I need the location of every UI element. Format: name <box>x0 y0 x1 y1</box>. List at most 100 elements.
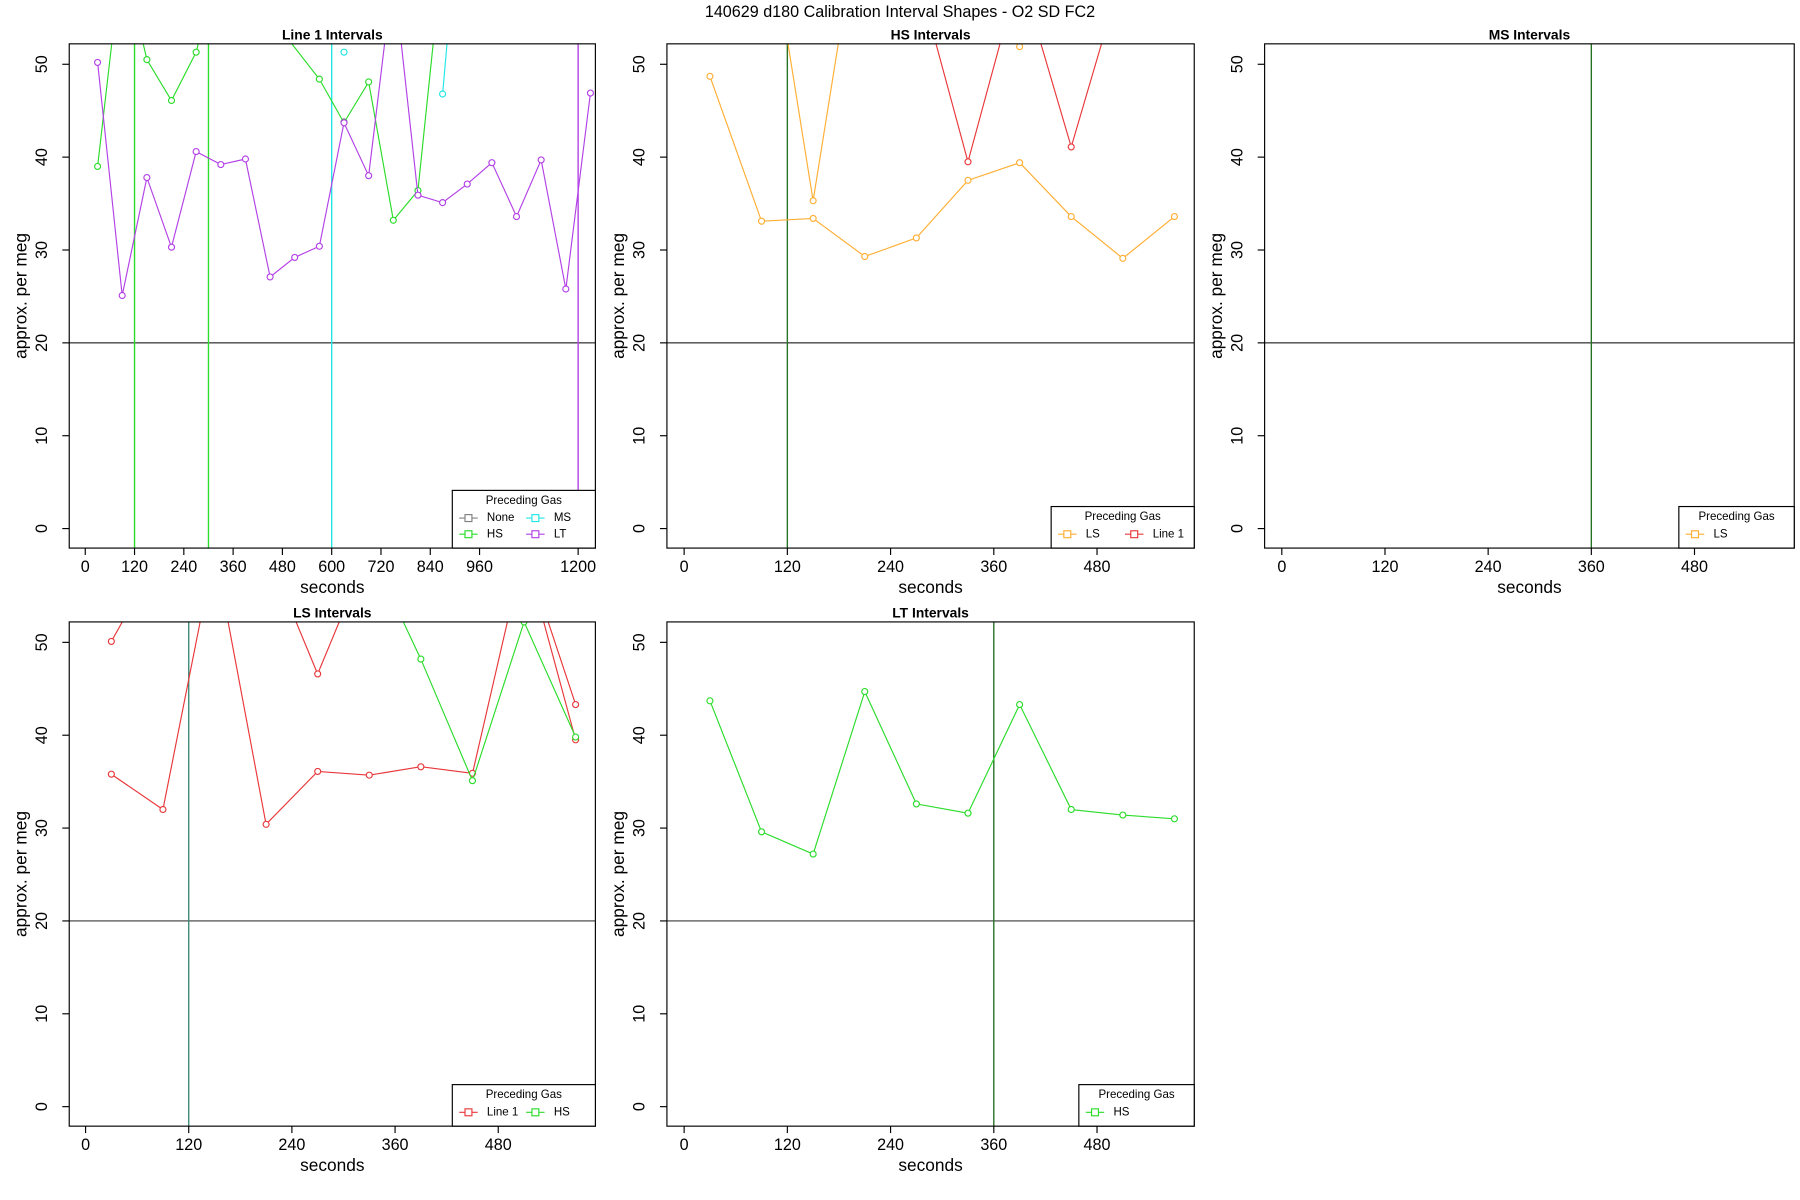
y-tick-label: 0 <box>1228 524 1246 533</box>
plot-frame <box>68 43 596 549</box>
legend-swatch <box>1690 530 1700 539</box>
data-point <box>809 197 817 205</box>
legend-label: MS <box>554 512 572 524</box>
data-point <box>562 285 570 293</box>
data-point <box>1170 212 1179 221</box>
y-tick-label: 20 <box>33 912 51 930</box>
x-tick-label: 240 <box>170 558 197 576</box>
plot-frame <box>666 621 1195 1127</box>
legend: Preceding Gas LS Line 1 <box>1050 505 1195 549</box>
legend-swatch <box>531 514 540 523</box>
data-point <box>314 767 322 776</box>
series-line <box>709 690 1175 855</box>
series-line <box>709 76 1175 260</box>
y-axis-label: approx. per meg <box>1206 233 1226 359</box>
plot-area <box>666 43 1195 549</box>
data-point <box>861 687 869 696</box>
data-point <box>537 156 545 164</box>
plot-area <box>1264 43 1795 549</box>
x-tick-label: 480 <box>269 558 296 576</box>
y-tick-label: 40 <box>33 726 51 744</box>
y-tick-label: 10 <box>33 1005 51 1023</box>
y-tick-label: 20 <box>631 334 649 352</box>
data-point <box>340 48 348 56</box>
series-line <box>111 621 577 826</box>
data-point <box>439 90 447 98</box>
data-point <box>118 291 126 300</box>
y-tick-label: 20 <box>33 334 51 352</box>
data-point <box>964 158 972 166</box>
x-tick-label: 360 <box>980 1136 1007 1154</box>
data-point <box>389 216 397 224</box>
legend-label: None <box>487 512 515 524</box>
x-axis-label: seconds <box>898 577 963 597</box>
y-tick-label: 10 <box>631 427 649 445</box>
series-line <box>787 43 1023 201</box>
data-point <box>107 770 115 778</box>
legend-box <box>1078 1084 1195 1127</box>
legend-box <box>451 489 596 549</box>
legend-swatch <box>1090 1108 1100 1117</box>
legend-swatch <box>1063 530 1072 539</box>
legend-label: HS <box>1113 1106 1129 1118</box>
x-tick-label: 360 <box>980 558 1007 576</box>
data-point <box>365 172 373 180</box>
data-point <box>291 253 299 262</box>
data-point <box>809 214 817 223</box>
y-tick-label: 40 <box>1228 148 1246 166</box>
data-point <box>365 78 373 86</box>
x-tick-label: 0 <box>81 558 90 576</box>
data-point <box>315 75 323 83</box>
x-axis-label: seconds <box>898 1155 963 1175</box>
plot-frame <box>68 621 596 1127</box>
data-point <box>143 173 151 182</box>
y-axis-label: approx. per meg <box>608 811 628 937</box>
data-point <box>143 56 151 64</box>
plot-frame <box>666 43 1195 549</box>
panel-title: Line 1 Intervals <box>282 26 383 42</box>
y-tick-label: 0 <box>33 524 51 533</box>
data-point <box>706 697 714 705</box>
x-tick-label: 0 <box>1277 558 1286 576</box>
y-tick-label: 40 <box>33 148 51 166</box>
y-tick-label: 50 <box>33 55 51 73</box>
legend-label: Line 1 <box>1153 528 1184 540</box>
data-point <box>262 820 270 828</box>
panel-title: HS Intervals <box>891 26 971 42</box>
data-point <box>964 176 972 184</box>
y-tick-label: 50 <box>631 55 649 73</box>
data-point <box>1016 700 1024 709</box>
plot-area <box>666 621 1195 1127</box>
y-tick-label: 50 <box>1228 55 1246 73</box>
legend-swatch <box>1130 530 1139 539</box>
legend-swatch <box>531 1108 540 1117</box>
legend-label: LS <box>1713 528 1727 540</box>
panel-title: MS Intervals <box>1489 26 1571 42</box>
legend-box <box>1678 505 1795 549</box>
data-point <box>1067 212 1075 221</box>
data-point <box>192 48 200 56</box>
x-tick-label: 840 <box>417 558 444 576</box>
data-point <box>314 670 322 678</box>
data-point <box>1170 815 1179 823</box>
legend-swatch <box>531 530 540 539</box>
x-tick-label: 480 <box>485 1136 512 1154</box>
x-tick-label: 240 <box>877 1136 904 1154</box>
panel: HS Intervals 0 120 240 360 480 0 10 20 30 40 50 seco… <box>608 26 1195 597</box>
x-tick-label: 360 <box>1578 558 1605 576</box>
legend-swatch <box>464 514 473 523</box>
x-axis-label: seconds <box>300 1155 365 1175</box>
panel-title: LT Intervals <box>892 605 969 621</box>
x-tick-label: 1200 <box>560 558 596 576</box>
data-point <box>488 159 496 167</box>
data-point <box>167 243 176 251</box>
y-tick-label: 0 <box>631 1102 649 1111</box>
data-point <box>192 147 200 156</box>
data-point <box>512 212 521 221</box>
data-point <box>365 771 373 779</box>
data-point <box>1119 811 1127 819</box>
data-point <box>1067 805 1075 814</box>
legend-swatch <box>464 1108 473 1117</box>
y-tick-label: 20 <box>1228 334 1246 352</box>
